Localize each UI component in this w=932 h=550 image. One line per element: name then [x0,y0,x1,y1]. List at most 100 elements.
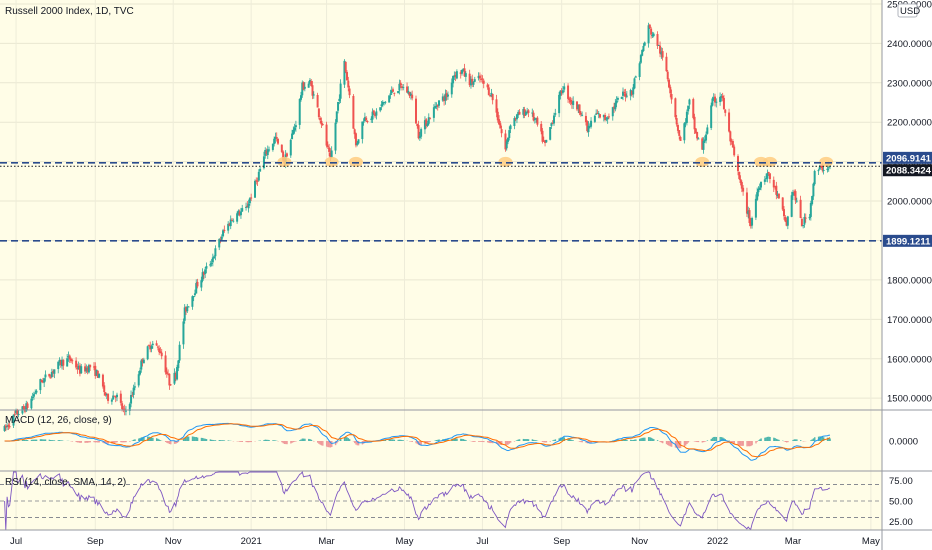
candle-body [647,25,650,44]
macd-histogram-bar [704,441,706,442]
macd-histogram-bar [319,441,321,445]
candle-body [113,395,116,397]
macd-histogram-bar [182,439,185,441]
x-tick-label: 2021 [241,536,262,547]
candle-body [415,98,417,124]
macd-histogram-bar [338,440,341,441]
candle-body [393,92,396,94]
candle-body [182,321,185,345]
rsi-line [4,471,831,531]
macd-histogram-bar [281,441,283,443]
candle-body [522,109,525,115]
candle-body [374,113,377,117]
macd-histogram-bar [104,441,107,444]
macd-histogram-bar [384,439,387,441]
candle-body [694,128,697,133]
macd-histogram-bar [486,441,489,443]
candle-body [427,117,430,124]
macd-histogram-bar [320,441,323,446]
candle-body [392,89,394,92]
candle-body [648,24,651,28]
candle-body [273,138,276,144]
candle-body [265,150,268,155]
macd-histogram-bar [52,440,54,441]
candle-body [554,113,557,115]
macd-histogram-bar [541,441,544,442]
candle-body [93,366,95,368]
candle-body [616,97,619,100]
candle-body [768,173,771,180]
candle-body [772,179,775,188]
candle-body [777,193,780,199]
macd-signal-line [4,423,831,458]
candle-body [8,426,11,428]
currency-badge-box[interactable] [897,3,918,18]
candle-body [426,123,429,127]
macd-histogram-bar [98,441,100,443]
macd-histogram-bar [474,441,476,442]
candle-body [266,149,269,156]
candle-body [156,346,159,348]
macd-histogram-bar [75,441,77,443]
candle-body [459,72,462,74]
candle-body [817,170,820,172]
macd-histogram-bar [167,441,169,444]
macd-histogram-bar [676,441,678,449]
candle-body [132,387,135,395]
macd-histogram-bar [630,439,632,441]
macd-histogram-bar [768,436,770,441]
candle-body [282,151,285,161]
candle-body [435,105,438,107]
candle-body [642,45,645,52]
y-tick-label: 2300.0000 [887,78,932,89]
macd-histogram-bar [194,436,196,441]
price-candles [3,22,831,432]
candle-body [35,390,38,393]
candle-body [531,112,534,114]
candle-body [214,248,217,257]
candle-body [3,426,6,431]
candle-body [168,373,171,386]
x-tick-label: May [862,536,880,547]
candle-body [159,351,162,354]
macd-histogram-bar [731,441,733,443]
candle-body [12,414,15,426]
macd-histogram-bar [642,437,645,441]
candle-body [213,256,216,259]
candle-body [87,365,90,373]
candle-body [820,166,823,168]
macd-histogram-bar [702,441,705,443]
x-tick-label: May [396,536,414,547]
macd-histogram-bar [57,440,60,441]
candle-body [505,141,508,149]
macd-histogram-bar [34,439,37,441]
macd-histogram-bar [670,441,673,447]
macd-histogram-bar [626,439,628,441]
macd-histogram-bar [58,440,61,441]
macd-histogram-bar [327,441,329,448]
candle-body [247,203,250,209]
y-tick-label: 2400.0000 [887,39,932,50]
candle-body [572,100,575,105]
candle-body [652,33,655,37]
candle-body [362,121,365,123]
candle-body [366,120,369,122]
macd-histogram-bar [729,441,732,442]
candle-body [481,78,484,80]
candle-body [795,200,798,202]
candle-body [325,124,328,146]
touch-marker [498,156,513,167]
currency-badge[interactable]: USD [900,6,920,17]
rsi-label[interactable]: RSI (14, close, SMA, 14, 2) [5,477,126,488]
candle-body [311,85,314,96]
candle-body [668,79,670,88]
time-axis[interactable]: Jul Sep Nov 2021 Mar May Jul Sep Nov 2022 Mar May [10,536,880,547]
macd-label[interactable]: MACD (12, 26, close, 9) [5,415,112,426]
candle-body [720,96,723,98]
macd-histogram-bar [157,438,159,441]
candle-body [500,129,503,134]
macd-histogram-bar [138,438,140,441]
macd-histogram-bar [310,439,313,441]
macd-histogram-bar [53,440,56,441]
candle-body [85,368,88,372]
